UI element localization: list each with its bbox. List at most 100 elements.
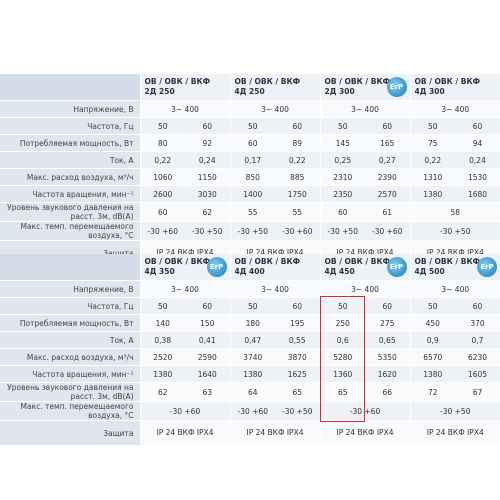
value-cell: 1380 — [409, 185, 455, 203]
spec-row: Частота вращения, мин⁻¹ 1380 1640 1380 1625 1… — [0, 365, 500, 383]
value-cell: 450 — [409, 314, 455, 332]
model-header: ОВ / ОВК / ВКФ 4Д 400 — [229, 254, 320, 281]
value-cell: 2390 — [365, 168, 410, 186]
value-cell: 94 — [455, 134, 500, 152]
model-header: ОВ / ОВК / ВКФ 2Д 300 ErP — [319, 74, 410, 101]
model-header-line: 2Д 300 — [324, 87, 355, 96]
value-cell: -30 +50 — [275, 401, 320, 421]
value-cell: 50 — [229, 297, 275, 315]
spec-row: Частота вращения, мин⁻¹ 2600 3030 1400 1750 2… — [0, 185, 500, 203]
model-header: ОВ / ОВК / ВКФ 4Д 500 ErP — [409, 254, 500, 281]
value-cell: -30 +60 — [139, 221, 185, 241]
value-cell: 0,41 — [185, 331, 230, 349]
value-cell: 60 — [365, 117, 410, 135]
value-cell: 0,27 — [365, 151, 410, 169]
model-header-line: 4Д 500 — [414, 267, 445, 276]
value-cell: 60 — [275, 117, 320, 135]
spec-row: Макс. расход воздуха, м³/ч 1060 1150 850 885… — [0, 168, 500, 186]
model-header-line: ОВ / ОВК / ВКФ — [324, 257, 391, 266]
row-label: Макс. темп. перемещаемого воздуха, °С — [0, 401, 140, 421]
value-cell: 0,24 — [185, 151, 230, 169]
spec-row: Напряжение, В 3~ 400 3~ 400 3~ 400 3~ 400 — [0, 100, 500, 118]
value-cell: 50 — [319, 117, 365, 135]
value-cell: 885 — [275, 168, 320, 186]
model-header-line: ОВ / ОВК / ВКФ — [144, 257, 211, 266]
row-label: Частота вращения, мин⁻¹ — [0, 365, 140, 383]
value-cell: 3~ 400 — [319, 280, 410, 298]
row-label: Уровень звукового давления на расст. 3м,… — [0, 202, 140, 222]
value-cell: 1605 — [455, 365, 500, 383]
value-cell: 60 — [365, 297, 410, 315]
value-cell: 5350 — [365, 348, 410, 366]
row-label: Уровень звукового давления на расст. 3м,… — [0, 382, 140, 402]
value-cell: 60 — [455, 117, 500, 135]
value-cell: 0,38 — [139, 331, 185, 349]
value-cell: 1380 — [229, 365, 275, 383]
value-cell: 50 — [409, 297, 455, 315]
value-cell: 1310 — [409, 168, 455, 186]
row-label: Частота, Гц — [0, 117, 140, 135]
value-cell: 3~ 400 — [409, 280, 500, 298]
value-cell: 1060 — [139, 168, 185, 186]
value-cell: 62 — [185, 202, 230, 222]
row-label: Потребляемая мощность, Вт — [0, 134, 140, 152]
spec-row: Ток, А 0,22 0,24 0,17 0,22 0,25 0,27 0,22 0,24 — [0, 151, 500, 169]
value-cell: 66 — [365, 382, 410, 402]
model-header-line: ОВ / ОВК / ВКФ — [234, 77, 301, 86]
value-cell: 2520 — [139, 348, 185, 366]
row-label: Ток, А — [0, 151, 140, 169]
value-cell: -30 +50 — [185, 221, 230, 241]
value-cell: 1680 — [455, 185, 500, 203]
value-cell: -30 +50 — [409, 221, 500, 241]
model-header-line: ОВ / ОВК / ВКФ — [414, 77, 481, 86]
spec-row: Уровень звукового давления на расст. 3м,… — [0, 202, 500, 222]
value-cell: 64 — [229, 382, 275, 402]
spec-table: ОВ / ОВК / ВКФ 2Д 250 ОВ / ОВК / ВКФ 4Д 250… — [0, 74, 500, 266]
model-header: ОВ / ОВК / ВКФ 4Д 300 — [409, 74, 500, 101]
value-cell: -30 +60 — [139, 401, 230, 421]
spec-row: Макс. темп. перемещаемого воздуха, °С -30… — [0, 401, 500, 421]
value-cell: 50 — [409, 117, 455, 135]
erp-badge: ErP — [206, 257, 227, 277]
value-cell: 165 — [365, 134, 410, 152]
model-header: ОВ / ОВК / ВКФ 2Д 250 — [139, 74, 230, 101]
value-cell: 2600 — [139, 185, 185, 203]
model-header: ОВ / ОВК / ВКФ 4Д 250 — [229, 74, 320, 101]
value-cell: 275 — [365, 314, 410, 332]
value-cell: 50 — [139, 297, 185, 315]
value-cell: 50 — [139, 117, 185, 135]
value-cell: 60 — [319, 202, 365, 222]
value-cell: 3~ 400 — [139, 280, 230, 298]
row-label: Ток, А — [0, 331, 140, 349]
value-cell: 0,25 — [319, 151, 365, 169]
value-cell: 3~ 400 — [229, 100, 320, 118]
row-label: Макс. расход воздуха, м³/ч — [0, 348, 140, 366]
value-cell: -30 +60 — [275, 221, 320, 241]
value-cell: 3~ 400 — [139, 100, 230, 118]
erp-badge: ErP — [477, 257, 497, 277]
value-cell: 55 — [229, 202, 275, 222]
value-cell: 2310 — [319, 168, 365, 186]
value-cell: 67 — [455, 382, 500, 402]
value-cell: 0,17 — [229, 151, 275, 169]
value-cell: 50 — [319, 297, 365, 315]
corner-cell — [0, 74, 140, 101]
value-cell: IP 24 ВКФ IPX4 — [229, 420, 320, 446]
value-cell: 3870 — [275, 348, 320, 366]
erp-badge: ErP — [386, 77, 407, 97]
value-cell: 370 — [455, 314, 500, 332]
row-label: Макс. расход воздуха, м³/ч — [0, 168, 140, 186]
value-cell: 150 — [185, 314, 230, 332]
value-cell: 61 — [365, 202, 410, 222]
value-cell: 1640 — [185, 365, 230, 383]
value-cell: IP 24 ВКФ IPX4 — [319, 420, 410, 446]
value-cell: 2590 — [185, 348, 230, 366]
value-cell: 850 — [229, 168, 275, 186]
value-cell: 60 — [185, 297, 230, 315]
value-cell: 6570 — [409, 348, 455, 366]
value-cell: 1750 — [275, 185, 320, 203]
model-header-line: 4Д 400 — [234, 267, 265, 276]
value-cell: 140 — [139, 314, 185, 332]
value-cell: 63 — [185, 382, 230, 402]
